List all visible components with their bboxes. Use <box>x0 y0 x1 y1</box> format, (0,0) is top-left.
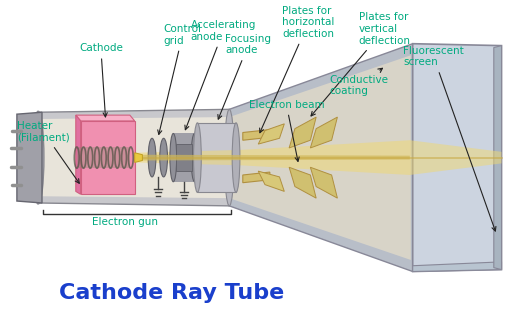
Polygon shape <box>38 117 229 198</box>
Polygon shape <box>413 44 501 272</box>
Text: Plates for
horizontal
deflection: Plates for horizontal deflection <box>260 6 335 133</box>
Ellipse shape <box>191 133 198 182</box>
Text: Cathode Ray Tube: Cathode Ray Tube <box>59 283 285 303</box>
Polygon shape <box>135 155 410 160</box>
Text: Electron beam: Electron beam <box>249 100 324 161</box>
Polygon shape <box>258 124 284 144</box>
Polygon shape <box>229 44 413 272</box>
Polygon shape <box>81 121 135 194</box>
Ellipse shape <box>160 138 167 177</box>
Text: Conductive
coating: Conductive coating <box>330 68 388 96</box>
Text: Heater
(Filament): Heater (Filament) <box>17 121 80 183</box>
Polygon shape <box>77 147 130 168</box>
Text: Fluorescent
screen: Fluorescent screen <box>403 46 496 231</box>
Ellipse shape <box>224 109 234 206</box>
Polygon shape <box>135 153 143 162</box>
Ellipse shape <box>193 123 201 192</box>
Polygon shape <box>197 123 236 192</box>
Ellipse shape <box>232 123 240 192</box>
Text: Focusing
anode: Focusing anode <box>218 34 271 119</box>
Ellipse shape <box>148 138 156 177</box>
Polygon shape <box>311 117 338 148</box>
Polygon shape <box>173 133 195 182</box>
Polygon shape <box>229 55 411 260</box>
Text: Plates for
vertical
deflection: Plates for vertical deflection <box>311 13 411 116</box>
Polygon shape <box>76 115 81 194</box>
Polygon shape <box>135 140 501 175</box>
Polygon shape <box>289 167 316 198</box>
Ellipse shape <box>32 111 44 204</box>
Polygon shape <box>243 130 270 140</box>
Text: Cathode: Cathode <box>79 43 123 117</box>
Text: Accelerating
anode: Accelerating anode <box>185 20 256 130</box>
Polygon shape <box>311 167 338 198</box>
Polygon shape <box>176 144 192 171</box>
Text: Electron gun: Electron gun <box>92 218 158 227</box>
Polygon shape <box>494 46 501 270</box>
Polygon shape <box>413 262 501 272</box>
Polygon shape <box>289 117 316 148</box>
Ellipse shape <box>170 133 176 182</box>
Polygon shape <box>76 115 135 121</box>
Text: Control
grid: Control grid <box>158 24 201 134</box>
Polygon shape <box>17 112 42 203</box>
Polygon shape <box>258 171 284 192</box>
Polygon shape <box>38 109 229 206</box>
Polygon shape <box>243 172 270 183</box>
